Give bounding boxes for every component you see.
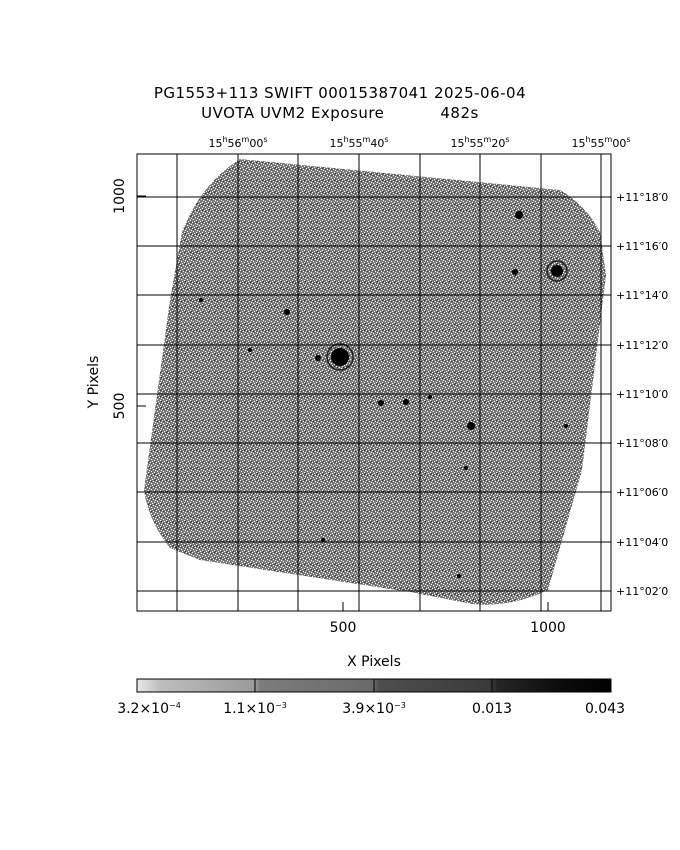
x-tick-label: 1000	[530, 620, 566, 636]
dec-label: +11°12′0	[616, 339, 668, 352]
colorbar-label: 3.2×10−4	[117, 701, 181, 717]
image-subtitle: UVOTA UVM2 Exposure 482s	[0, 104, 680, 122]
instrument-filter-label: UVOTA UVM2 Exposure	[201, 104, 385, 122]
y-tick-label: 1000	[112, 178, 128, 214]
dec-label: +11°10′0	[616, 388, 668, 401]
dec-label: +11°02′0	[616, 585, 668, 598]
plot-frame	[136, 153, 612, 612]
colorbar	[136, 678, 612, 693]
colorbar-label: 1.1×10−3	[223, 701, 287, 717]
ra-label: 15h55m20s	[450, 135, 509, 150]
colorbar-label: 3.9×10−3	[342, 701, 406, 717]
coordinate-grid	[137, 154, 611, 611]
dec-label: +11°08′0	[616, 437, 668, 450]
dec-labels: +11°18′0 +11°16′0 +11°14′0 +11°12′0 +11°10′0…	[616, 191, 668, 598]
colorbar-label: 0.013	[472, 701, 512, 717]
pixel-ticks	[137, 195, 549, 611]
point-sources	[199, 211, 568, 578]
colorbar-labels: 3.2×10−4 1.1×10−3 3.9×10−3 0.013 0.043	[117, 701, 625, 717]
x-axis-label: X Pixels	[347, 654, 401, 670]
y-tick-label: 500	[112, 393, 128, 420]
dec-label: +11°06′0	[616, 486, 668, 499]
dec-label: +11°14′0	[616, 289, 668, 302]
exposure-time: 482s	[440, 104, 479, 122]
image-title: PG1553+113 SWIFT 00015387041 2025-06-04	[153, 84, 527, 102]
dec-label: +11°16′0	[616, 240, 668, 253]
y-axis-label: Y Pixels	[86, 356, 102, 410]
dec-label: +11°18′0	[616, 191, 668, 204]
ra-label: 15h55m00s	[571, 135, 630, 150]
ra-label: 15h55m40s	[329, 135, 388, 150]
colorbar-label: 0.043	[585, 701, 625, 717]
ra-labels: 15h56m00s 15h55m40s 15h55m20s 15h55m00s	[208, 135, 630, 150]
x-tick-label: 500	[330, 620, 357, 636]
detector-footprint	[144, 159, 606, 605]
ra-label: 15h56m00s	[208, 135, 267, 150]
dec-label: +11°04′0	[616, 536, 668, 549]
